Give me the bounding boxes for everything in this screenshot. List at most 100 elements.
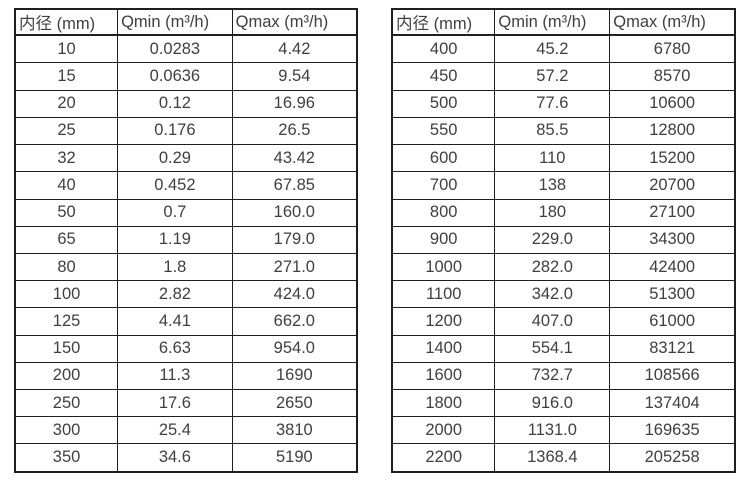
table-cell: 11.3: [117, 361, 233, 391]
table-cell: 500: [391, 89, 496, 118]
table-row: 50 0.7 160.0: [14, 198, 358, 227]
table-cell: 0.0283: [117, 34, 233, 64]
table-cell: 179.0: [231, 225, 358, 254]
table-cell: 125: [14, 307, 119, 336]
table-cell: 15: [14, 62, 119, 91]
table-row: 250 17.6 2650: [14, 389, 358, 418]
table-cell: 200: [14, 361, 119, 391]
table-cell: 26.5: [231, 116, 358, 146]
table-cell: 2650: [231, 389, 358, 418]
spec-table-large-diameters: 内径 (mm) Qmin (m³/h) Qmax (m³/h) 400 45.2 678…: [391, 8, 736, 473]
table-row: 100 2.82 424.0: [14, 280, 358, 309]
table-row: 1800 916.0 137404: [391, 389, 736, 418]
table-cell: 407.0: [494, 307, 611, 336]
column-header: 内径 (mm): [14, 8, 119, 36]
table-cell: 1200: [391, 307, 496, 336]
table-row: 700 138 20700: [391, 171, 736, 200]
table-cell: 1690: [231, 361, 358, 391]
table-cell: 800: [391, 198, 496, 227]
table-cell: 67.85: [231, 171, 358, 200]
table-cell: 27100: [609, 198, 736, 227]
table-cell: 1131.0: [494, 416, 611, 445]
table-cell: 25: [14, 116, 119, 146]
table-cell: 5190: [231, 443, 358, 473]
table-cell: 205258: [609, 443, 736, 473]
table-cell: 50: [14, 198, 119, 227]
table-cell: 600: [391, 144, 496, 173]
table-row: 1000 282.0 42400: [391, 252, 736, 282]
table-cell: 350: [14, 443, 119, 473]
column-header: Qmax (m³/h): [609, 8, 736, 36]
table-cell: 4.41: [117, 307, 233, 336]
table-cell: 42400: [609, 252, 736, 282]
table-row: 1600 732.7 108566: [391, 361, 736, 391]
table-cell: 25.4: [117, 416, 233, 445]
table-cell: 169635: [609, 416, 736, 445]
table-cell: 0.0636: [117, 62, 233, 91]
table-cell: 160.0: [231, 198, 358, 227]
table-row: 32 0.29 43.42: [14, 144, 358, 173]
table-row: 200 11.3 1690: [14, 361, 358, 391]
table-cell: 100: [14, 280, 119, 309]
table-cell: 61000: [609, 307, 736, 336]
table-cell: 1.19: [117, 225, 233, 254]
table-cell: 17.6: [117, 389, 233, 418]
table-row: 1100 342.0 51300: [391, 280, 736, 309]
table-cell: 6.63: [117, 334, 233, 363]
table-cell: 110: [494, 144, 611, 173]
table-row: 65 1.19 179.0: [14, 225, 358, 254]
header-row: 内径 (mm) Qmin (m³/h) Qmax (m³/h): [14, 8, 358, 36]
table-cell: 8570: [609, 62, 736, 91]
column-header: Qmin (m³/h): [494, 8, 611, 36]
table-cell: 2200: [391, 443, 496, 473]
table-cell: 83121: [609, 334, 736, 363]
table-cell: 40: [14, 171, 119, 200]
table-row: 350 34.6 5190: [14, 443, 358, 473]
table-cell: 180: [494, 198, 611, 227]
table-row: 400 45.2 6780: [391, 34, 736, 64]
column-header: Qmin (m³/h): [117, 8, 233, 36]
table-cell: 229.0: [494, 225, 611, 254]
table-cell: 916.0: [494, 389, 611, 418]
table-cell: 282.0: [494, 252, 611, 282]
table-row: 450 57.2 8570: [391, 62, 736, 91]
table-cell: 65: [14, 225, 119, 254]
table-cell: 700: [391, 171, 496, 200]
table-cell: 16.96: [231, 89, 358, 118]
table-cell: 150: [14, 334, 119, 363]
table-cell: 0.176: [117, 116, 233, 146]
table-row: 10 0.0283 4.42: [14, 34, 358, 64]
table-cell: 10600: [609, 89, 736, 118]
table-row: 2200 1368.4 205258: [391, 443, 736, 473]
table-cell: 2.82: [117, 280, 233, 309]
table-cell: 80: [14, 252, 119, 282]
table-cell: 424.0: [231, 280, 358, 309]
table-cell: 662.0: [231, 307, 358, 336]
table-cell: 0.12: [117, 89, 233, 118]
table-cell: 900: [391, 225, 496, 254]
table-row: 900 229.0 34300: [391, 225, 736, 254]
table-cell: 20700: [609, 171, 736, 200]
table-row: 125 4.41 662.0: [14, 307, 358, 336]
table-cell: 32: [14, 144, 119, 173]
table-row: 25 0.176 26.5: [14, 116, 358, 146]
spec-table-small-diameters: 内径 (mm) Qmin (m³/h) Qmax (m³/h) 10 0.0283 4.…: [14, 8, 358, 473]
table-cell: 1800: [391, 389, 496, 418]
table-cell: 9.54: [231, 62, 358, 91]
table-row: 15 0.0636 9.54: [14, 62, 358, 91]
table-cell: 0.452: [117, 171, 233, 200]
table-cell: 34.6: [117, 443, 233, 473]
table-cell: 10: [14, 34, 119, 64]
table-cell: 550: [391, 116, 496, 146]
column-header: 内径 (mm): [391, 8, 496, 36]
table-cell: 1600: [391, 361, 496, 391]
column-header: Qmax (m³/h): [231, 8, 358, 36]
table-row: 40 0.452 67.85: [14, 171, 358, 200]
table-cell: 108566: [609, 361, 736, 391]
table-cell: 20: [14, 89, 119, 118]
table-cell: 138: [494, 171, 611, 200]
table-row: 300 25.4 3810: [14, 416, 358, 445]
table-row: 600 110 15200: [391, 144, 736, 173]
table-cell: 85.5: [494, 116, 611, 146]
